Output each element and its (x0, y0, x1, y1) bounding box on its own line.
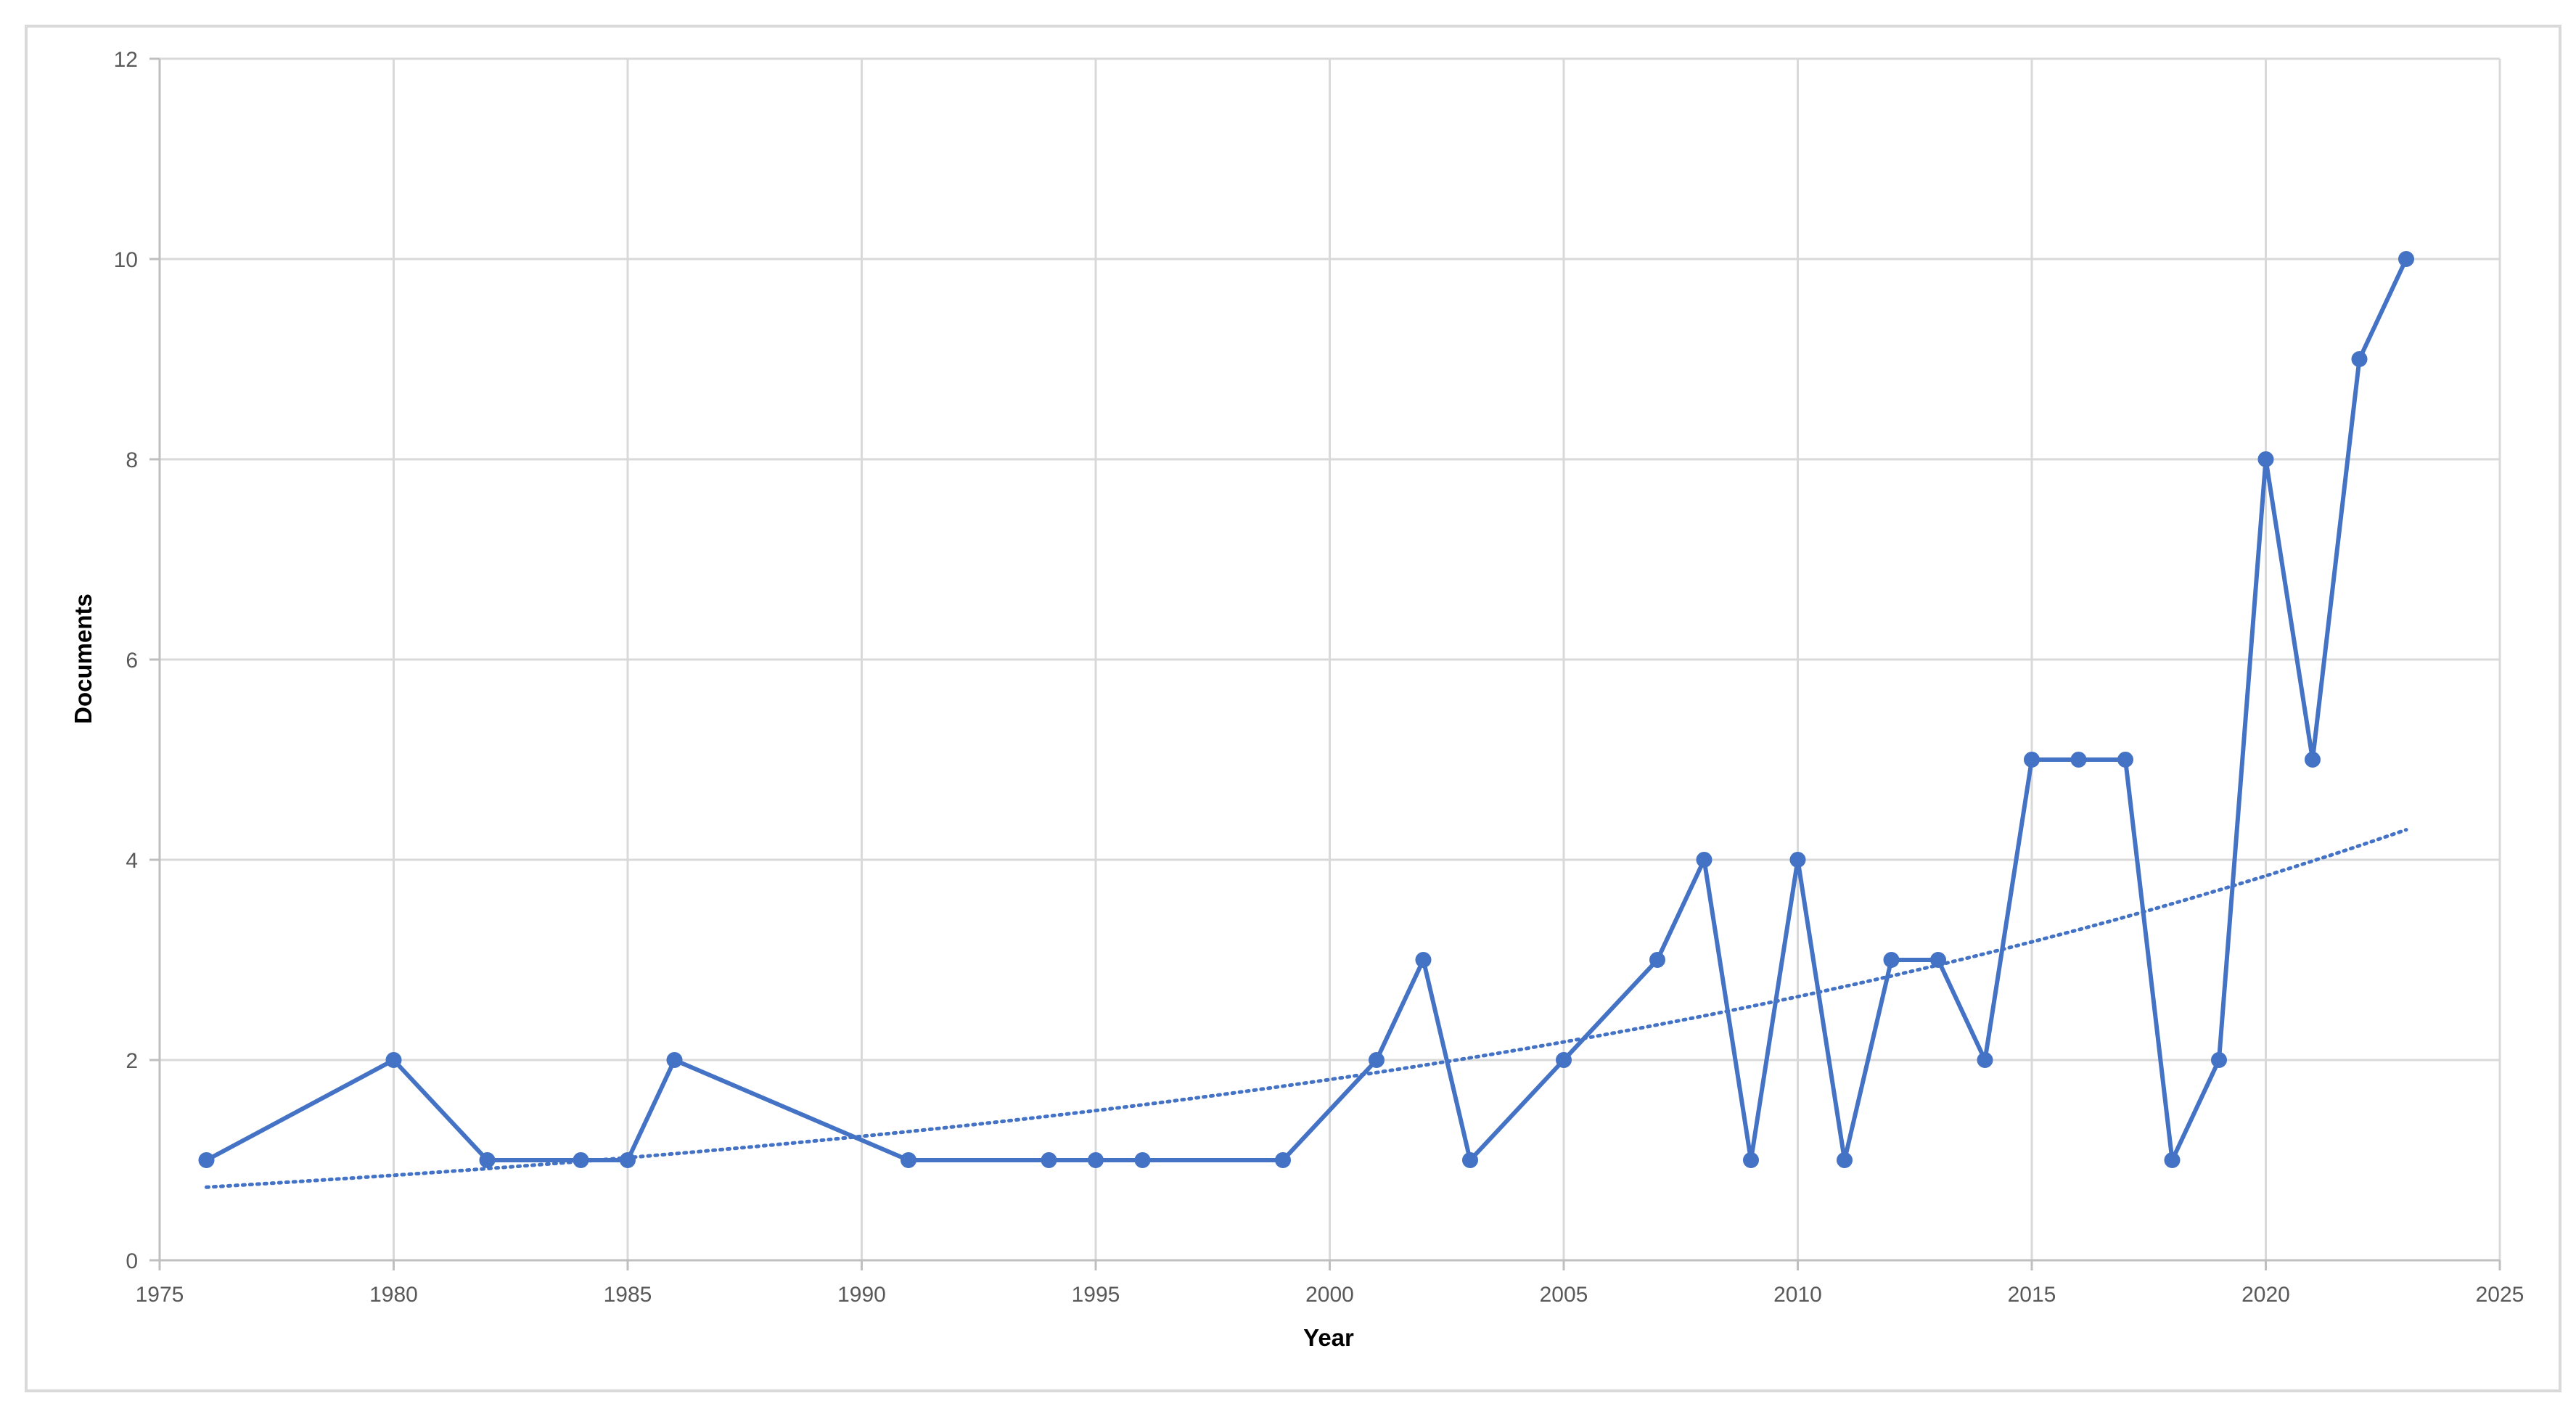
data-point (479, 1152, 496, 1168)
data-point (666, 1052, 683, 1068)
data-point (1837, 1152, 1853, 1168)
data-point (1930, 952, 1946, 968)
data-point (2398, 251, 2414, 267)
series-line (205, 258, 2408, 1162)
axes (149, 57, 2501, 1270)
x-tick-label: 1990 (837, 1283, 886, 1307)
data-point (2117, 752, 2133, 768)
x-tick-label: 1975 (136, 1283, 184, 1307)
data-point (1649, 952, 1665, 968)
y-tick-label: 6 (126, 649, 138, 673)
data-point (2070, 752, 2087, 768)
data-point (1977, 1052, 1993, 1068)
data-point (901, 1152, 916, 1168)
data-point (1743, 1152, 1759, 1168)
grid (160, 57, 2501, 1260)
data-point (1789, 852, 1806, 868)
trendline-path (205, 828, 2408, 1189)
y-tick-label: 8 (126, 448, 138, 472)
x-tick-label: 2010 (1773, 1283, 1822, 1307)
data-point (1134, 1152, 1151, 1168)
data-point (1275, 1152, 1291, 1168)
data-point (2211, 1052, 2227, 1068)
y-tick-label: 10 (114, 248, 138, 272)
x-tick-label: 2025 (2476, 1283, 2524, 1307)
tick-labels: 1975 1980 1985 1990 1995 2000 2005 2010 2015 2020… (114, 48, 2524, 1307)
data-point (1696, 852, 1712, 868)
data-point (2351, 351, 2368, 367)
data-point (620, 1152, 636, 1168)
data-point (1369, 1052, 1385, 1068)
data-point (573, 1152, 589, 1168)
y-tick-label: 12 (114, 48, 138, 72)
x-tick-label: 1995 (1072, 1283, 1120, 1307)
data-point (2024, 752, 2040, 768)
x-axis-title: Year (1303, 1324, 1354, 1351)
data-point (1556, 1052, 1572, 1068)
y-tick-label: 4 (126, 849, 138, 873)
data-point (385, 1052, 402, 1068)
x-tick-label: 2005 (1540, 1283, 1588, 1307)
x-tick-label: 1985 (604, 1283, 652, 1307)
data-point (1088, 1152, 1104, 1168)
x-tick-label: 2020 (2241, 1283, 2290, 1307)
data-point (198, 1152, 215, 1168)
y-tick-label: 0 (126, 1249, 138, 1273)
chart-frame (25, 25, 2561, 1392)
data-point (1462, 1152, 1478, 1168)
series (198, 251, 2414, 1168)
data-point (2164, 1152, 2181, 1168)
data-point (1041, 1152, 1057, 1168)
y-tick-label: 2 (126, 1049, 138, 1073)
x-tick-label: 2015 (2008, 1283, 2056, 1307)
x-tick-label: 1980 (369, 1283, 418, 1307)
data-point (2305, 752, 2321, 768)
trendline (205, 828, 2408, 1189)
data-point (1415, 952, 1432, 968)
y-axis-title: Documents (70, 594, 97, 724)
data-point (2257, 451, 2274, 467)
x-tick-label: 2000 (1305, 1283, 1354, 1307)
data-point (1883, 952, 1900, 968)
